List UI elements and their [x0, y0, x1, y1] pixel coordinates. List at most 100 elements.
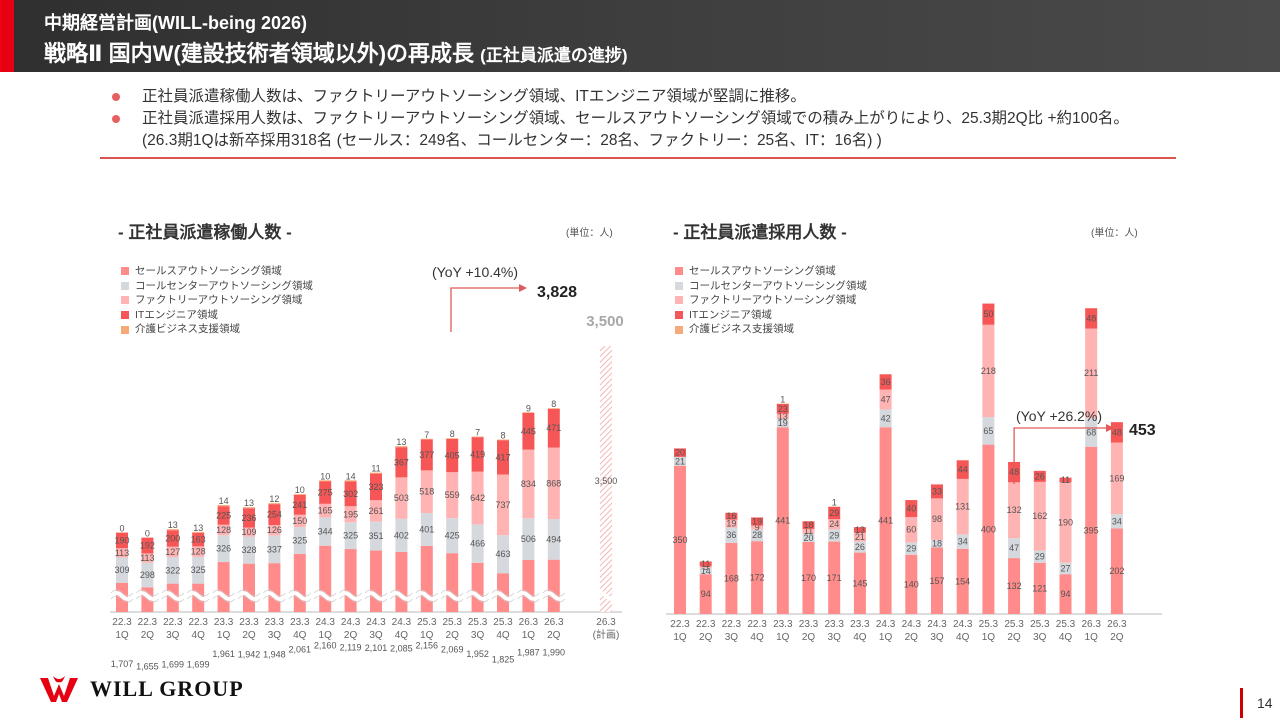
x-tick-label: 23.3: [824, 619, 844, 630]
data-label: 323: [368, 482, 383, 492]
axis-break-icon: [134, 591, 160, 601]
bar-segment-factory: [116, 548, 128, 558]
data-label: 131: [955, 502, 970, 512]
data-label: 326: [216, 544, 231, 554]
data-label: 328: [241, 545, 256, 555]
bar-segment-care: [344, 480, 357, 482]
bar-segment-callcenter: [522, 518, 535, 560]
legend-item-sales: セールスアウトソーシング領域: [675, 264, 867, 279]
data-label: 40: [906, 504, 916, 514]
axis-break-icon: [261, 591, 287, 601]
data-label: 1,699: [162, 660, 185, 670]
axis-break-line: [110, 589, 134, 603]
axis-break-line: [313, 589, 337, 603]
bar-segment-it: [497, 440, 509, 475]
data-label: 1,655: [136, 661, 159, 671]
bar-segment-it: [1033, 470, 1046, 482]
x-tick-label: 1Q: [982, 632, 996, 643]
bar-segment-it: [319, 481, 332, 504]
data-label: 47: [1009, 543, 1019, 553]
bar-segment-callcenter: [853, 541, 866, 553]
data-label: 162: [1032, 511, 1047, 521]
arrow-head-icon: [1106, 424, 1114, 432]
data-label: 506: [521, 534, 536, 544]
data-label: 68: [1086, 427, 1096, 437]
data-label: 14: [701, 566, 711, 576]
x-tick-label: 4Q: [956, 632, 970, 643]
legend-label: ITエンジニア領域: [689, 308, 772, 321]
x-tick-label: 26.3: [596, 617, 616, 628]
data-label: 18: [932, 539, 942, 549]
total-label: 3,828: [537, 284, 577, 301]
data-label: 109: [241, 527, 256, 537]
axis-break-line: [364, 589, 388, 603]
bar-segment-care: [497, 439, 509, 441]
x-tick-label: 4Q: [853, 632, 867, 643]
x-tick-label: 1Q: [522, 630, 536, 641]
bar-segment-sales: [674, 465, 686, 614]
bar-segment-callcenter: [725, 527, 738, 543]
data-label: 218: [981, 366, 996, 376]
company-logo: WILL GROUP: [38, 674, 244, 704]
axis-break-line: [237, 589, 261, 603]
data-label: 325: [343, 531, 358, 541]
data-label: 13: [778, 411, 788, 421]
bar-segment-it: [446, 438, 459, 473]
bar-segment-callcenter: [802, 533, 815, 543]
bar-segment-factory: [699, 566, 712, 569]
bar-segment-callcenter: [395, 518, 408, 552]
bar-segment-it: [776, 403, 789, 414]
data-label: 309: [114, 565, 129, 575]
axis-break-icon: [490, 591, 516, 601]
bar-segment-factory: [319, 503, 332, 518]
data-label: 241: [292, 500, 307, 510]
summary-bullets: 正社員派遣稼働人数は、ファクトリーアウトソーシング領域、ITエンジニア領域が堅調…: [110, 86, 1129, 152]
data-label: 94: [1060, 589, 1070, 599]
data-label: 202: [1109, 566, 1124, 576]
data-label: 21: [855, 532, 865, 542]
x-tick-label: 23.3: [239, 617, 259, 628]
data-label: 128: [191, 547, 206, 557]
bar-segment-callcenter: [370, 521, 382, 551]
data-label: 2,156: [416, 641, 439, 651]
unit-label-right: (単位：人): [1091, 228, 1138, 239]
axis-break-icon: [287, 591, 313, 601]
bar-segment-it: [674, 448, 686, 457]
data-label: 8: [551, 399, 556, 409]
yoy-annotation: (YoY +26.2%): [1016, 408, 1102, 424]
bar-segment-callcenter: [1085, 417, 1098, 447]
bar-segment-sales: [1085, 446, 1098, 614]
bar-segment-factory: [420, 470, 433, 514]
bar-segment-sales: [931, 547, 943, 614]
legend-swatch: [121, 325, 129, 334]
bar-segment-factory: [956, 478, 969, 535]
data-label: 29: [1035, 552, 1045, 562]
axis-break-line: [440, 589, 464, 603]
bar-segment-it: [699, 561, 712, 567]
bar-segment-sales: [802, 542, 815, 614]
arrow-head-icon: [519, 284, 527, 292]
data-label: 419: [470, 449, 485, 459]
bar-segment-factory: [982, 324, 995, 418]
axis-break-line: [339, 589, 362, 603]
bar-segment-factory: [547, 447, 560, 520]
x-tick-label: 3Q: [471, 630, 485, 641]
x-tick-label: 26.3: [519, 617, 539, 628]
data-label: 275: [318, 487, 333, 497]
x-tick-label: 2Q: [905, 632, 919, 643]
x-tick-label: 2Q: [1007, 632, 1021, 643]
data-label: 325: [191, 565, 206, 575]
bar-segment-factory: [931, 498, 943, 540]
legend-label: セールスアウトソーシング領域: [689, 265, 836, 277]
bar-segment-it: [217, 506, 230, 525]
axis-break-icon: [414, 591, 440, 601]
bar-segment-sales: [1059, 574, 1072, 614]
data-label: 834: [521, 479, 536, 489]
data-label: 225: [216, 510, 231, 520]
bar-segment-factory: [192, 546, 205, 557]
bar-segment-sales: [1033, 562, 1046, 614]
x-tick-label: 23.3: [850, 619, 870, 630]
data-label: 47: [881, 394, 891, 404]
data-label: 1,961: [212, 649, 235, 659]
